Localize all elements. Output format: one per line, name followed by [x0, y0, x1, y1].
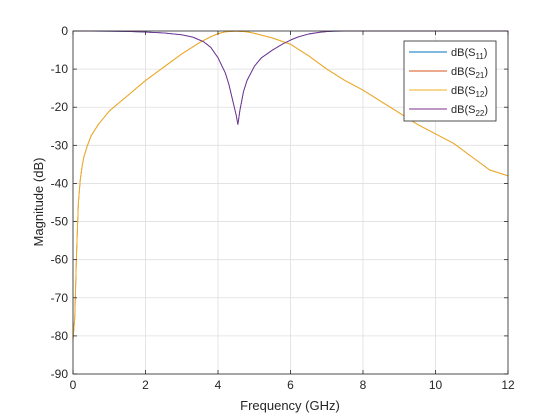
- x-tick-label: 6: [287, 378, 294, 392]
- y-tick-label: -60: [51, 253, 69, 267]
- y-tick-label: -40: [51, 176, 69, 190]
- legend-label: dB(S22): [451, 104, 488, 118]
- series-line-12: [72, 30, 509, 340]
- x-tick-label: 12: [501, 378, 515, 392]
- x-tick-label: 8: [360, 378, 367, 392]
- legend-label: dB(S11): [451, 47, 487, 61]
- y-tick-label: -70: [51, 291, 69, 305]
- x-tick-label: 10: [429, 378, 443, 392]
- y-tick-label: -90: [51, 367, 69, 381]
- legend-box: [403, 40, 497, 122]
- axis-ticks: 0 2 4 6 8 10 12 0 -10 -20 -30 -40 -50 -60 -70 -80 -90: [51, 24, 515, 392]
- legend-label: dB(S21): [451, 66, 488, 80]
- legend: dB(S11) dB(S21) dB(S12) dB(S22): [403, 40, 497, 122]
- y-tick-label: -50: [51, 215, 69, 229]
- x-tick-label: 2: [142, 378, 149, 392]
- y-tick-label: -30: [51, 138, 69, 152]
- x-tick-label: 4: [215, 378, 222, 392]
- y-tick-label: -10: [51, 62, 69, 76]
- legend-label: dB(S12): [451, 85, 488, 99]
- y-tick-label: -20: [51, 100, 69, 114]
- y-tick-label: 0: [61, 24, 68, 38]
- y-axis-label: Magnitude (dB): [31, 158, 46, 247]
- y-tick-label: -80: [51, 329, 69, 343]
- x-axis-label: Frequency (GHz): [240, 398, 340, 413]
- x-tick-label: 0: [70, 378, 77, 392]
